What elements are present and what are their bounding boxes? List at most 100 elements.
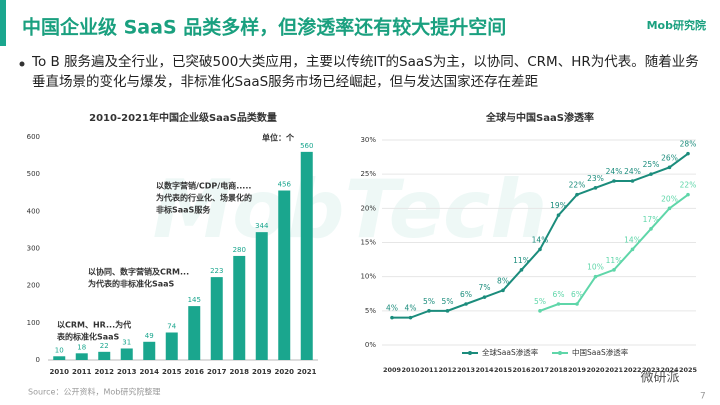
legend-label: 全球SaaS渗透率 bbox=[482, 347, 539, 357]
y-tick-label: 500 bbox=[27, 170, 40, 178]
x-tick-label: 2017 bbox=[207, 368, 227, 376]
annotation: 以数字营销/CDP/电商..... bbox=[156, 181, 251, 191]
point bbox=[667, 165, 672, 170]
x-tick-label: 2015 bbox=[494, 366, 513, 374]
point bbox=[593, 186, 598, 190]
logo: Mob研究院 bbox=[647, 18, 706, 32]
x-tick-label: 2023 bbox=[642, 366, 660, 374]
bar-value-label: 10 bbox=[55, 346, 64, 354]
annotation: 表的标准化SaaS bbox=[56, 332, 120, 342]
point-label: 26% bbox=[661, 153, 678, 162]
x-tick-label: 2016 bbox=[185, 368, 205, 376]
legend-label: 中国SaaS渗透率 bbox=[572, 347, 629, 357]
wechat-label: 微研派 bbox=[640, 371, 679, 386]
point bbox=[556, 213, 561, 217]
x-tick-label: 2020 bbox=[586, 366, 605, 374]
point-label: 25% bbox=[643, 160, 660, 169]
x-tick-label: 2017 bbox=[531, 366, 549, 374]
point bbox=[556, 302, 561, 306]
point-label: 14% bbox=[624, 235, 641, 244]
point-label: 19% bbox=[550, 201, 567, 210]
bar bbox=[98, 351, 111, 360]
point bbox=[593, 274, 598, 279]
point-label: 17% bbox=[643, 215, 660, 224]
bar-value-label: 223 bbox=[210, 267, 223, 275]
annotation: 为代表的行业化、场景化的 bbox=[156, 193, 252, 203]
point bbox=[575, 302, 579, 306]
bar-value-label: 344 bbox=[255, 222, 269, 230]
bar-value-label: 22 bbox=[100, 342, 109, 350]
bar-value-label: 560 bbox=[300, 142, 313, 150]
point bbox=[427, 309, 431, 313]
y-tick-label: 20% bbox=[360, 204, 376, 212]
point-label: 24% bbox=[606, 167, 623, 176]
point bbox=[464, 302, 468, 306]
point-label: 14% bbox=[532, 235, 549, 244]
bar-value-label: 74 bbox=[167, 322, 176, 330]
x-tick-label: 2019 bbox=[252, 368, 272, 376]
x-tick-label: 2012 bbox=[438, 366, 456, 374]
bar bbox=[233, 255, 246, 360]
unit-label: 单位：个 bbox=[262, 133, 295, 143]
x-tick-label: 2025 bbox=[679, 366, 698, 374]
x-tick-label: 2022 bbox=[623, 366, 641, 374]
y-tick-label: 5% bbox=[365, 307, 376, 315]
point bbox=[686, 151, 690, 156]
source: Source：公开资料，Mob研究院整理 bbox=[28, 387, 160, 397]
bar bbox=[278, 190, 291, 360]
x-tick-label: 2019 bbox=[568, 366, 587, 374]
point bbox=[390, 315, 394, 320]
x-tick-label: 2011 bbox=[72, 368, 92, 376]
y-tick-label: 600 bbox=[27, 133, 40, 141]
x-tick-label: 2020 bbox=[275, 368, 295, 376]
bar bbox=[188, 306, 201, 360]
y-tick-label: 200 bbox=[27, 282, 40, 290]
y-tick-label: 15% bbox=[360, 239, 376, 247]
annotation: 为代表的非标准化SaaS bbox=[88, 279, 175, 289]
point-label: 4% bbox=[386, 304, 398, 313]
legend-marker bbox=[558, 351, 562, 355]
point bbox=[686, 192, 690, 197]
point-label: 23% bbox=[587, 174, 604, 183]
bar-value-label: 280 bbox=[233, 246, 246, 254]
x-tick-label: 2010 bbox=[401, 366, 420, 374]
y-tick-label: 0 bbox=[36, 356, 40, 364]
y-tick-label: 30% bbox=[360, 136, 376, 144]
bar bbox=[300, 151, 313, 360]
point bbox=[501, 288, 505, 293]
y-tick-label: 25% bbox=[360, 170, 376, 178]
point-label: 6% bbox=[553, 290, 565, 299]
title-bar bbox=[0, 0, 6, 46]
point-label: 22% bbox=[680, 181, 697, 190]
point-label: 11% bbox=[606, 256, 623, 265]
x-tick-label: 2013 bbox=[117, 368, 137, 376]
annotation: 非标SaaS服务 bbox=[156, 205, 211, 215]
point bbox=[538, 247, 542, 252]
point-label: 7% bbox=[479, 283, 491, 292]
slide-title: 中国企业级 SaaS 品类多样，但渗透率还有较大提升空间 bbox=[22, 16, 506, 39]
x-tick-label: 2011 bbox=[420, 366, 439, 374]
point bbox=[482, 295, 487, 299]
point bbox=[630, 179, 635, 183]
point bbox=[649, 227, 653, 231]
point bbox=[649, 172, 653, 176]
y-tick-label: 300 bbox=[27, 245, 40, 253]
chart-title: 2010-2021年中国企业级SaaS品类数量 bbox=[89, 111, 277, 124]
y-tick-label: 100 bbox=[27, 319, 40, 327]
x-tick-label: 2021 bbox=[605, 366, 624, 374]
bullet-text: To B 服务遍及全行业，已突破500大类应用，主要以传统IT的SaaS为主，以… bbox=[32, 54, 699, 90]
bar bbox=[210, 277, 223, 360]
point-label: 5% bbox=[534, 297, 546, 306]
point-label: 20% bbox=[661, 194, 678, 203]
point-label: 5% bbox=[423, 297, 435, 306]
y-tick-label: 400 bbox=[27, 207, 40, 215]
point-label: 10% bbox=[587, 263, 604, 272]
x-tick-label: 2012 bbox=[95, 368, 115, 376]
point-label: 6% bbox=[460, 290, 472, 299]
y-tick-label: 10% bbox=[360, 273, 376, 281]
point bbox=[612, 268, 616, 272]
x-tick-label: 2024 bbox=[660, 366, 679, 374]
bullet-dot bbox=[19, 61, 25, 67]
x-tick-label: 2009 bbox=[383, 366, 402, 374]
